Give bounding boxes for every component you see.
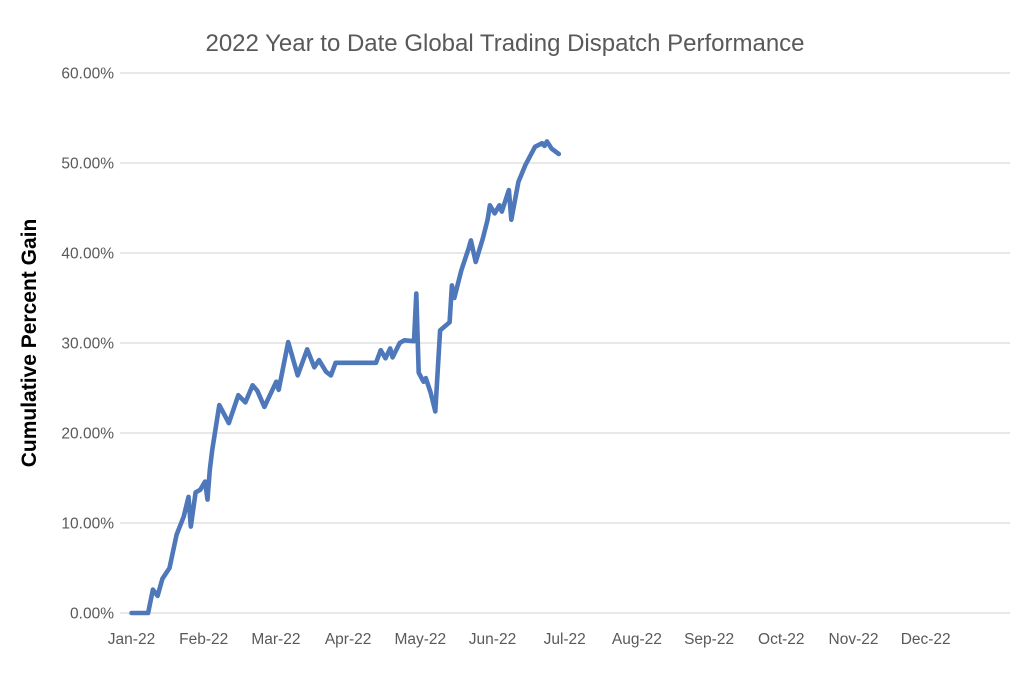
x-tick-label: Sep-22: [684, 631, 734, 648]
y-tick-label: 40.00%: [61, 246, 114, 263]
y-tick-label: 0.00%: [70, 606, 114, 623]
x-tick-label: Dec-22: [901, 631, 951, 648]
x-tick-label: Jan-22: [108, 631, 155, 648]
y-tick-label: 50.00%: [61, 156, 114, 173]
x-tick-label: Jul-22: [544, 631, 586, 648]
x-tick-label: Mar-22: [251, 631, 300, 648]
y-tick-label: 30.00%: [61, 336, 114, 353]
x-tick-label: Aug-22: [612, 631, 662, 648]
y-tick-label: 10.00%: [61, 516, 114, 533]
x-tick-label: Jun-22: [469, 631, 516, 648]
y-tick-label: 60.00%: [61, 66, 114, 83]
x-tick-label: Feb-22: [179, 631, 228, 648]
chart-title: 2022 Year to Date Global Trading Dispatc…: [205, 30, 805, 57]
x-tick-label: Nov-22: [829, 631, 879, 648]
x-tick-label: Oct-22: [758, 631, 805, 648]
x-tick-label: Apr-22: [325, 631, 372, 648]
series-line: [129, 139, 562, 616]
x-tick-label: May-22: [394, 631, 446, 648]
y-axis-title: Cumulative Percent Gain: [18, 218, 41, 468]
y-tick-label: 20.00%: [61, 426, 114, 443]
